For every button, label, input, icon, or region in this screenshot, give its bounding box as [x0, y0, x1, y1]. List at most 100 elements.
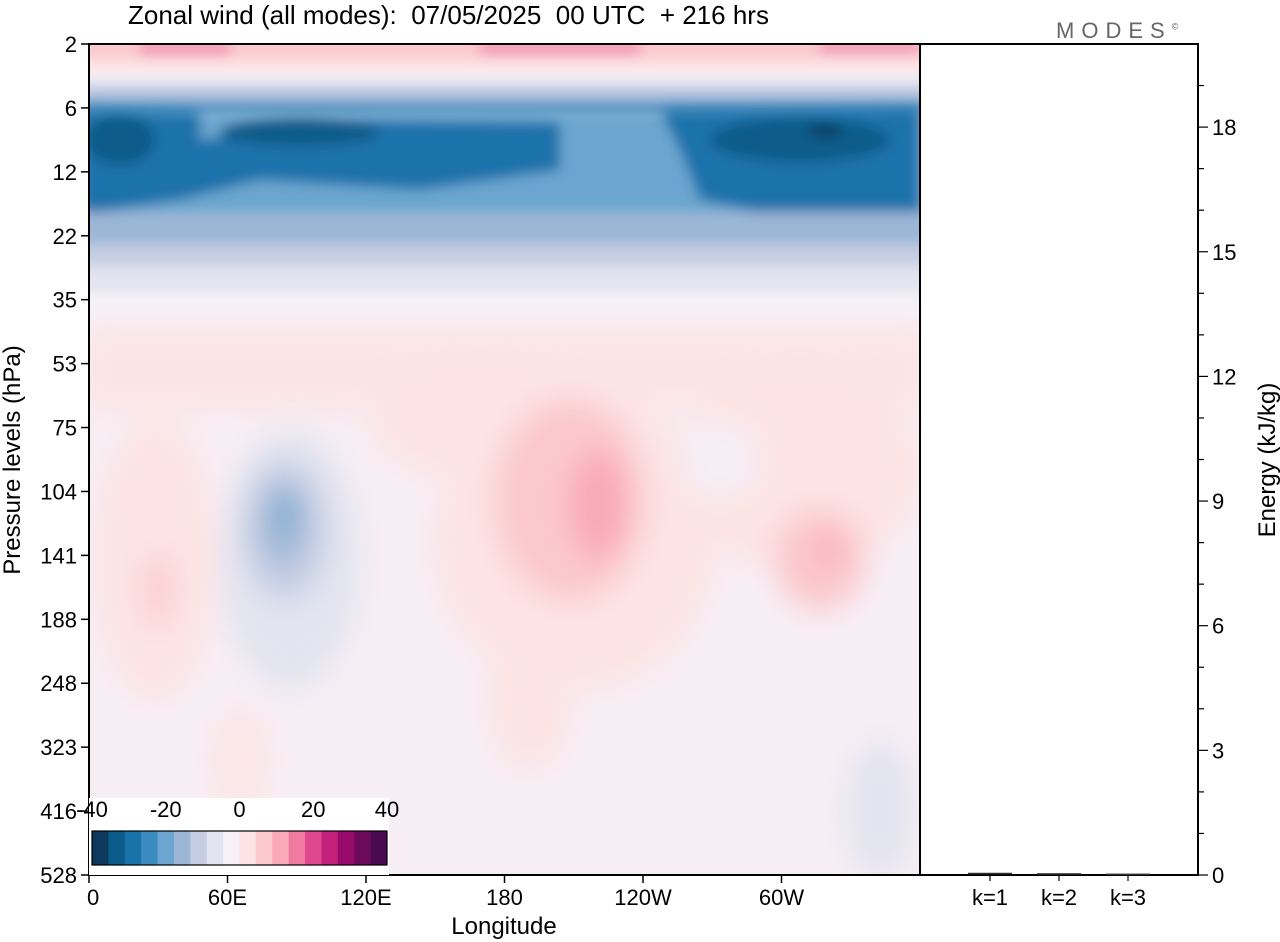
jet-lower — [89, 212, 920, 244]
colorbar-cell — [173, 831, 191, 865]
energy-tick-label: 9 — [1212, 489, 1224, 514]
colorbar-labels: -40 -20 0 20 40 — [76, 797, 399, 822]
colorbar-cell — [305, 831, 322, 865]
band-3hpa — [89, 58, 920, 72]
lower-blue-east — [845, 740, 915, 875]
lower-pink-west — [210, 710, 270, 810]
pressure-tick-label: 2 — [65, 32, 77, 57]
colorbar-cell — [239, 831, 257, 865]
y-axis-title: Pressure levels (hPa) — [0, 345, 26, 574]
colorbar-cell — [190, 831, 208, 865]
band-2hpa-pink-b — [480, 44, 640, 56]
longitude-tick-label: 120E — [340, 885, 391, 910]
colorbar-cell — [272, 831, 290, 865]
jet-west-lobe — [89, 110, 560, 214]
pressure-tick-label: 75 — [53, 416, 77, 441]
pressure-tick-label: 12 — [53, 160, 77, 185]
colorbar-cell — [321, 831, 339, 865]
pressure-tick-label: 416 — [40, 799, 77, 824]
energy-tick-label: 15 — [1212, 240, 1236, 265]
blue-core-max — [280, 492, 296, 528]
energy-tick-label: 6 — [1212, 614, 1224, 639]
colorbar-cell — [92, 831, 109, 865]
pressure-tick-label: 22 — [53, 224, 77, 249]
jet-core-mid — [220, 118, 380, 146]
jet-core-west — [89, 115, 155, 165]
pale-region-east — [680, 420, 760, 500]
band-5hpa-b — [89, 94, 920, 104]
pressure-tick-label: 188 — [40, 607, 77, 632]
stratosphere-bands — [89, 44, 920, 118]
colorbar-cell — [124, 831, 142, 865]
pink-core-west — [146, 555, 170, 625]
jet-core-east-max — [807, 124, 843, 136]
colorbar-label: 40 — [375, 797, 399, 822]
colorbar-label: -40 — [76, 797, 108, 822]
pink-region-east — [680, 370, 920, 570]
longitude-tick-label: 60E — [208, 885, 247, 910]
energy-tick-label: 18 — [1212, 115, 1236, 140]
pink-core-east — [818, 532, 838, 568]
colorbar-cells — [92, 831, 388, 865]
band-2hpa-pink-a — [140, 44, 230, 56]
easterly-jet — [89, 108, 920, 316]
pressure-tick-label: 35 — [53, 288, 77, 313]
energy-panel-frame — [919, 43, 1199, 876]
colorbar-cell — [337, 831, 355, 865]
energy-categories: k=1 k=2 k=3 — [972, 875, 1146, 910]
pressure-tick-label: 141 — [40, 543, 77, 568]
modes-logo: MODES© — [1056, 18, 1178, 44]
energy-bar — [1106, 873, 1150, 876]
band-2hpa-pink-c — [820, 44, 920, 54]
jet-lower-c — [89, 266, 920, 292]
energy-tick-label: 0 — [1212, 863, 1224, 888]
pressure-tick-label: 323 — [40, 735, 77, 760]
pink-core-center — [570, 450, 626, 560]
jet-lower-d — [89, 292, 920, 316]
energy-category-label: k=2 — [1041, 885, 1077, 910]
colorbar-cell — [288, 831, 306, 865]
energy-bar — [968, 872, 1012, 875]
jet-lower-b — [89, 244, 920, 266]
longitude-tick-label: 180 — [486, 885, 523, 910]
colorbar-frame — [91, 830, 388, 866]
colorbar-cell — [223, 831, 240, 865]
energy-tick-label: 12 — [1212, 364, 1236, 389]
band-5hpa — [89, 84, 920, 94]
colorbar-cell — [206, 831, 224, 865]
pressure-tick-label: 104 — [40, 479, 77, 504]
longitude-tick-label: 60W — [759, 885, 804, 910]
pressure-tick-label: 248 — [40, 671, 77, 696]
logo-text: MODES — [1056, 18, 1172, 43]
pressure-axis: 2 6 12 22 35 53 75 104 141 188 248 323 416 528 — [40, 32, 89, 888]
longitude-tick-label: 0 — [87, 885, 99, 910]
x-axis-title: Longitude — [451, 913, 556, 940]
pressure-tick-label: 53 — [53, 352, 77, 377]
zonal-wind-heatmap — [89, 44, 920, 875]
colorbar-label: -20 — [150, 797, 182, 822]
band-4hpa — [89, 72, 920, 84]
colorbar-cell — [141, 831, 159, 865]
colorbar-cell — [370, 831, 388, 865]
energy-panel: 0 3 6 9 12 15 18 k=1 k=2 k=3 Energy (kJ/kg) — [919, 43, 1280, 910]
colorbar: -40 -20 0 20 40 — [76, 797, 399, 875]
colorbar-cell — [255, 831, 273, 865]
energy-bars — [968, 872, 1150, 876]
energy-tick-label: 3 — [1212, 738, 1224, 763]
pressure-tick-label: 6 — [65, 96, 77, 121]
energy-axis-title: Energy (kJ/kg) — [1254, 383, 1280, 538]
colorbar-cell — [354, 831, 372, 865]
colorbar-label: 0 — [233, 797, 245, 822]
energy-category-label: k=3 — [1110, 885, 1146, 910]
chart-title: Zonal wind (all modes): 07/05/2025 00 UT… — [128, 0, 769, 30]
colorbar-cell — [157, 831, 175, 865]
energy-bar — [1037, 873, 1081, 875]
colorbar-cell — [108, 831, 126, 865]
jet-core-east — [710, 118, 890, 162]
tropospheric-features — [89, 330, 920, 875]
longitude-axis: 0 60E 120E 180 120W 60W — [87, 875, 804, 910]
energy-axis: 0 3 6 9 12 15 18 — [1198, 84, 1236, 888]
longitude-tick-label: 120W — [614, 885, 672, 910]
energy-category-label: k=1 — [972, 885, 1008, 910]
